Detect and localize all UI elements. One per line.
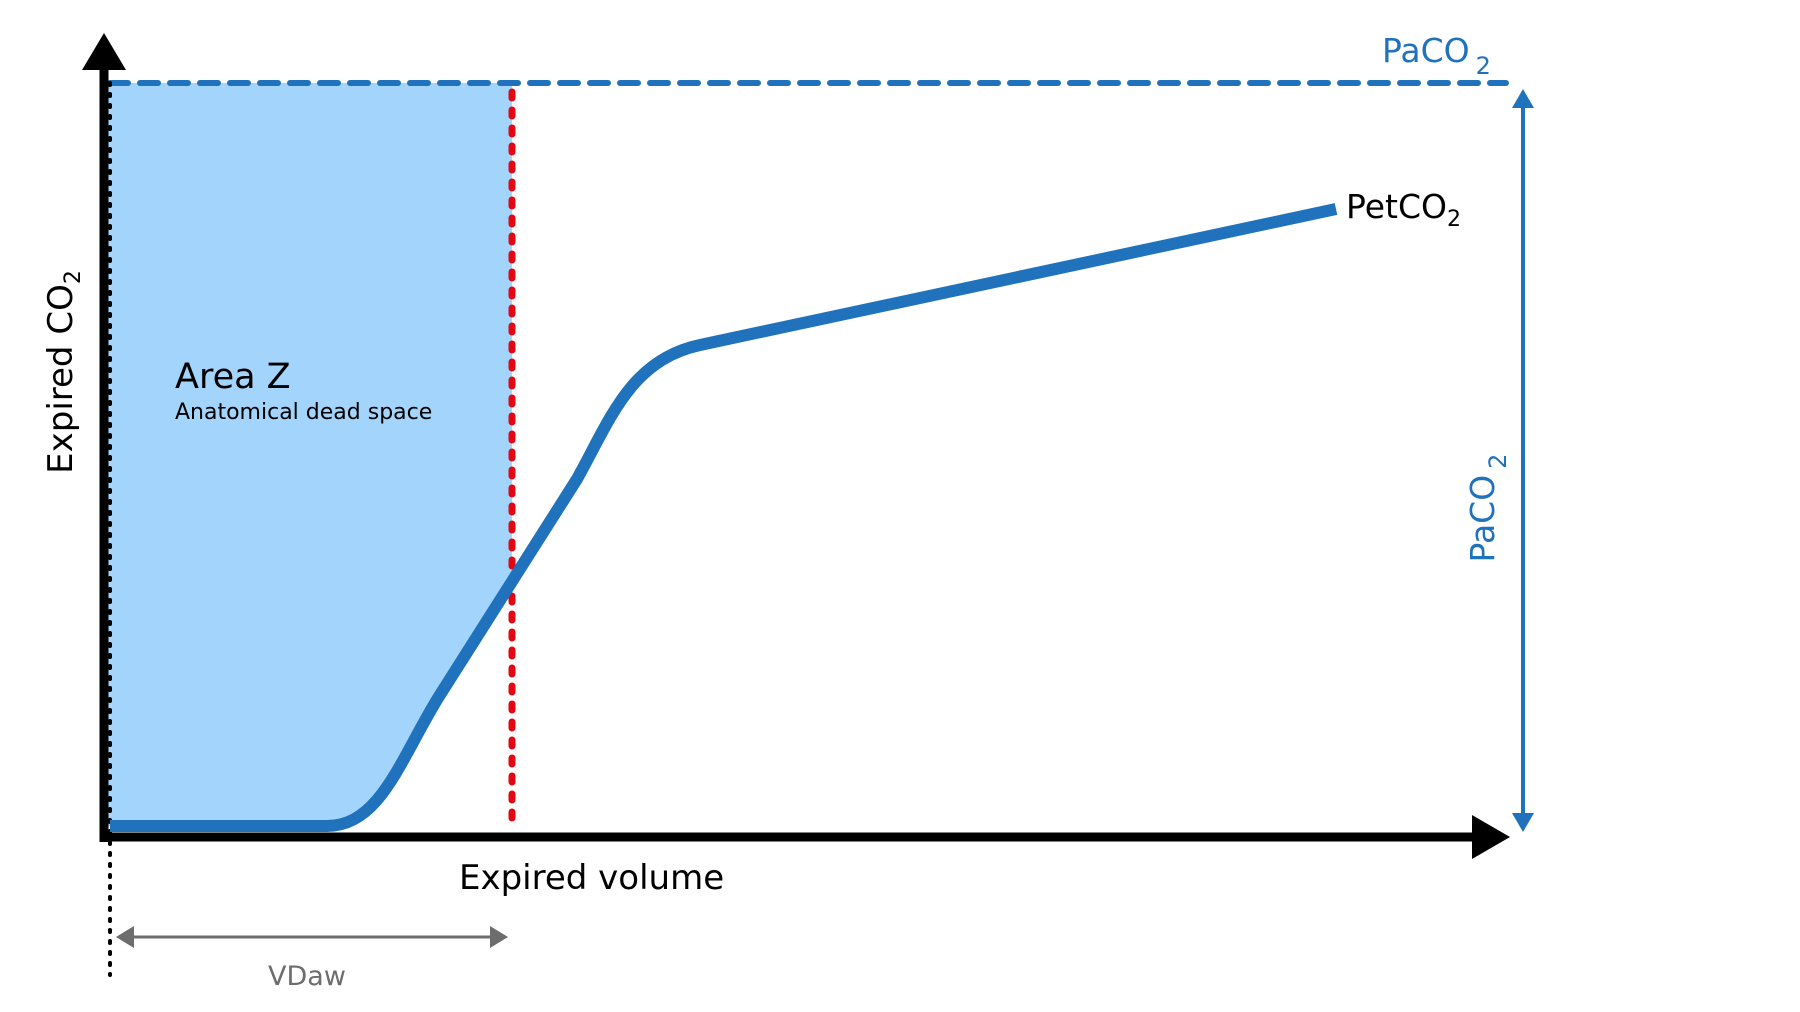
vdaw-label: VDaw bbox=[268, 961, 346, 992]
paco2-side-label: PaCO2 bbox=[1463, 454, 1512, 563]
capnogram-curve bbox=[110, 203, 1338, 832]
x-axis-label: Expired volume bbox=[459, 858, 724, 898]
petco2-label: PetCO2 bbox=[1346, 187, 1461, 232]
paco2-top-label: PaCO 2 bbox=[1382, 31, 1491, 80]
arrow-right-icon bbox=[490, 926, 508, 948]
area-z-subtitle: Anatomical dead space bbox=[175, 400, 432, 425]
arrow-left-icon bbox=[116, 926, 134, 948]
x-axis-arrow-icon bbox=[1472, 815, 1510, 859]
arrow-down-icon bbox=[1512, 813, 1534, 832]
area-z-fill bbox=[108, 83, 512, 826]
arrow-up-icon bbox=[1512, 89, 1534, 108]
y-axis-label: Expired CO2 bbox=[41, 270, 86, 474]
y-axis-arrow-icon bbox=[82, 33, 126, 70]
area-z-title: Area Z bbox=[175, 357, 291, 397]
